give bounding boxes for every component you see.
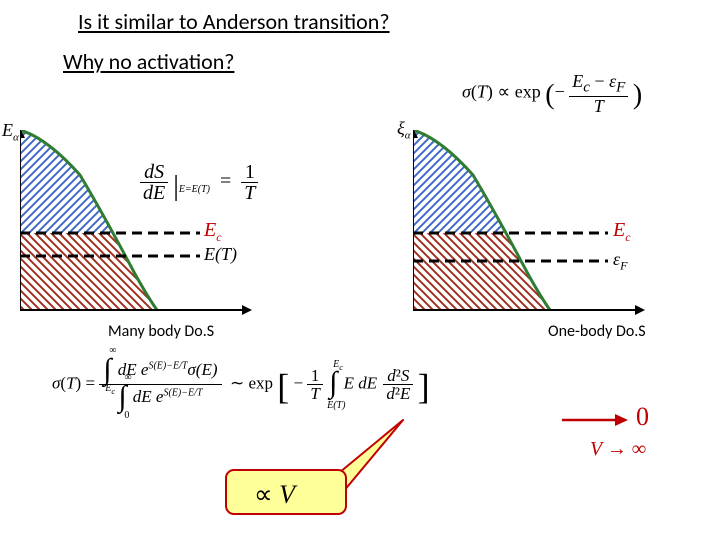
- chart-left: [20, 130, 260, 320]
- label-propV: ∝ V: [254, 480, 295, 510]
- label-V-inf: V → ∞: [590, 438, 646, 461]
- caption-right: One-body Do.S: [548, 322, 646, 341]
- title-main: Is it similar to Anderson transition?: [78, 8, 390, 35]
- callout-bubble: [218, 412, 428, 527]
- eq-sigma-T: σ(T) ∝ exp (− Ec − εF T ): [462, 72, 642, 115]
- label-Ec-left: Ec: [204, 219, 222, 245]
- title-sub: Why no activation?: [63, 48, 234, 75]
- caption-left: Many body Do.S: [108, 322, 214, 341]
- label-Ec-right: Ec: [613, 219, 631, 245]
- label-ET-left: E(T): [204, 244, 237, 265]
- axis-label-right-y: ξα: [397, 118, 411, 142]
- label-zero: 0: [636, 402, 649, 432]
- axis-label-left-y: Eα: [2, 120, 19, 144]
- arrow-to-zero: [560, 408, 630, 432]
- label-eF-right: εF: [613, 249, 627, 274]
- eq-bottom: σ(T) = ∞ ∫ Ec dE eS(E)−E/Tσ(E) ∞ ∫ 0 dE …: [52, 358, 430, 411]
